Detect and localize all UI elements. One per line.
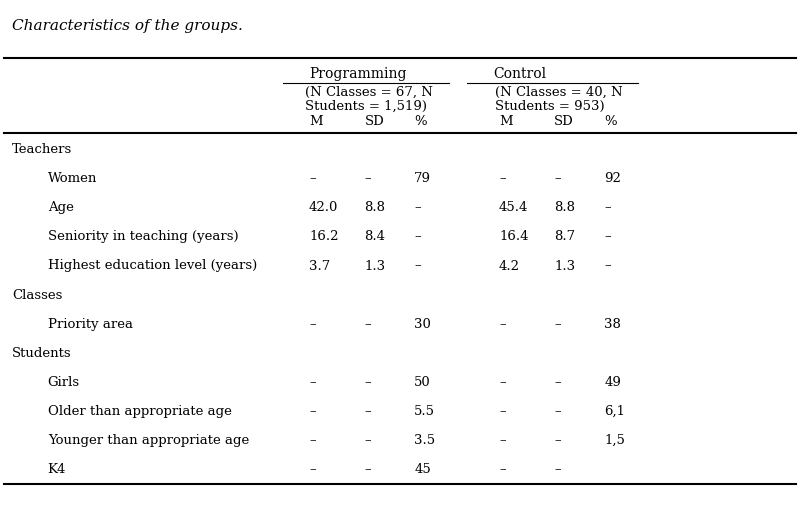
Text: –: – xyxy=(364,376,371,389)
Text: –: – xyxy=(499,172,506,185)
Text: –: – xyxy=(554,172,561,185)
Text: –: – xyxy=(414,260,421,272)
Text: –: – xyxy=(499,376,506,389)
Text: 45.4: 45.4 xyxy=(499,201,528,214)
Text: –: – xyxy=(364,172,371,185)
Text: Characteristics of the groups.: Characteristics of the groups. xyxy=(12,20,243,34)
Text: –: – xyxy=(309,405,315,418)
Text: –: – xyxy=(364,434,371,447)
Text: –: – xyxy=(554,376,561,389)
Text: Control: Control xyxy=(494,67,546,81)
Text: –: – xyxy=(499,434,506,447)
Text: 79: 79 xyxy=(414,172,431,185)
Text: 30: 30 xyxy=(414,318,431,331)
Text: –: – xyxy=(499,405,506,418)
Text: Classes: Classes xyxy=(12,289,62,302)
Text: –: – xyxy=(364,318,371,331)
Text: –: – xyxy=(309,376,315,389)
Text: SD: SD xyxy=(364,116,384,129)
Text: 5.5: 5.5 xyxy=(414,405,435,418)
Text: –: – xyxy=(554,463,561,476)
Text: Students: Students xyxy=(12,347,72,360)
Text: 1.3: 1.3 xyxy=(554,260,575,272)
Text: 6,1: 6,1 xyxy=(604,405,626,418)
Text: –: – xyxy=(554,434,561,447)
Text: 4.2: 4.2 xyxy=(499,260,520,272)
Text: –: – xyxy=(364,463,371,476)
Text: 38: 38 xyxy=(604,318,621,331)
Text: –: – xyxy=(499,318,506,331)
Text: M: M xyxy=(309,116,322,129)
Text: 8.7: 8.7 xyxy=(554,230,575,243)
Text: 3.5: 3.5 xyxy=(414,434,435,447)
Text: –: – xyxy=(554,318,561,331)
Text: (N Classes = 67, N: (N Classes = 67, N xyxy=(305,86,433,99)
Text: 1.3: 1.3 xyxy=(364,260,386,272)
Text: Students = 953): Students = 953) xyxy=(495,100,605,113)
Text: 92: 92 xyxy=(604,172,621,185)
Text: 8.4: 8.4 xyxy=(364,230,386,243)
Text: 49: 49 xyxy=(604,376,621,389)
Text: Teachers: Teachers xyxy=(12,143,72,156)
Text: –: – xyxy=(414,201,421,214)
Text: 50: 50 xyxy=(414,376,431,389)
Text: Younger than appropriate age: Younger than appropriate age xyxy=(48,434,249,447)
Text: Seniority in teaching (years): Seniority in teaching (years) xyxy=(48,230,238,243)
Text: 3.7: 3.7 xyxy=(309,260,330,272)
Text: 8.8: 8.8 xyxy=(554,201,575,214)
Text: –: – xyxy=(364,405,371,418)
Text: –: – xyxy=(499,463,506,476)
Text: –: – xyxy=(309,463,315,476)
Text: 42.0: 42.0 xyxy=(309,201,338,214)
Text: 16.2: 16.2 xyxy=(309,230,338,243)
Text: K4: K4 xyxy=(48,463,66,476)
Text: Programming: Programming xyxy=(309,67,406,81)
Text: Women: Women xyxy=(48,172,97,185)
Text: Older than appropriate age: Older than appropriate age xyxy=(48,405,231,418)
Text: Highest education level (years): Highest education level (years) xyxy=(48,260,257,272)
Text: –: – xyxy=(604,230,611,243)
Text: –: – xyxy=(309,434,315,447)
Text: –: – xyxy=(309,172,315,185)
Text: –: – xyxy=(604,201,611,214)
Text: 45: 45 xyxy=(414,463,431,476)
Text: Students = 1,519): Students = 1,519) xyxy=(305,100,427,113)
Text: %: % xyxy=(414,116,427,129)
Text: 1,5: 1,5 xyxy=(604,434,625,447)
Text: –: – xyxy=(604,260,611,272)
Text: 8.8: 8.8 xyxy=(364,201,386,214)
Text: –: – xyxy=(309,318,315,331)
Text: (N Classes = 40, N: (N Classes = 40, N xyxy=(495,86,622,99)
Text: –: – xyxy=(414,230,421,243)
Text: SD: SD xyxy=(554,116,574,129)
Text: –: – xyxy=(554,405,561,418)
Text: Girls: Girls xyxy=(48,376,80,389)
Text: 16.4: 16.4 xyxy=(499,230,529,243)
Text: Priority area: Priority area xyxy=(48,318,133,331)
Text: Age: Age xyxy=(48,201,74,214)
Text: M: M xyxy=(499,116,513,129)
Text: %: % xyxy=(604,116,617,129)
